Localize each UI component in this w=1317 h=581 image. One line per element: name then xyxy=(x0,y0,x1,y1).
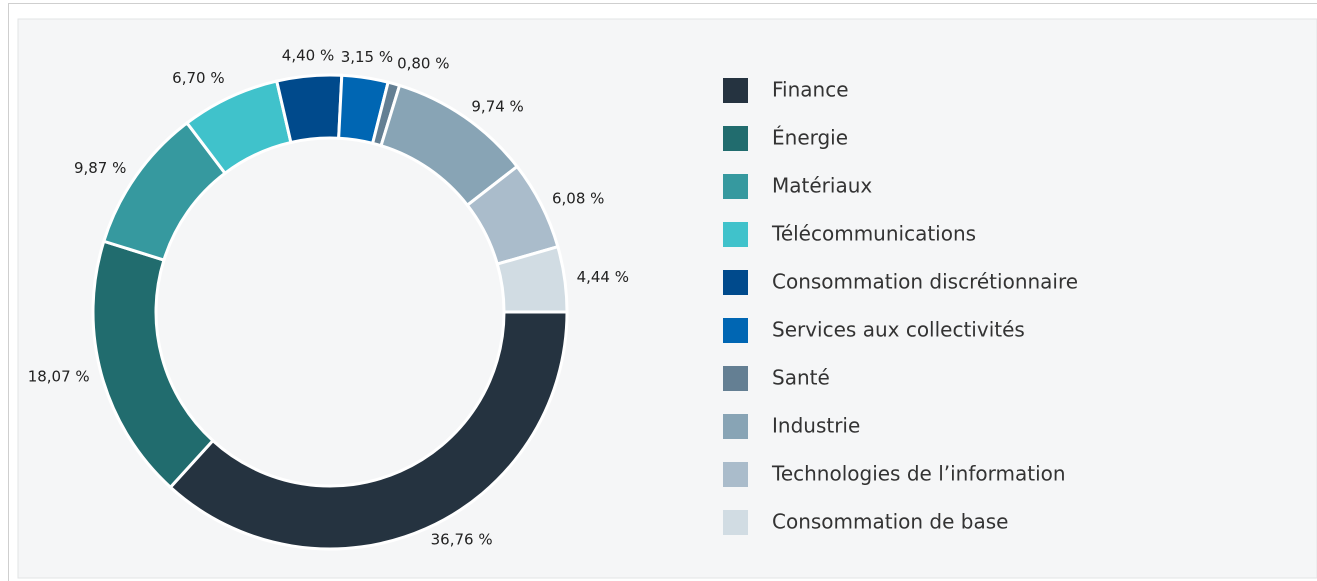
legend-label: Consommation de base xyxy=(772,510,1008,534)
legend-swatch xyxy=(723,174,748,199)
data-label: 3,15 % xyxy=(341,48,393,66)
legend-swatch xyxy=(723,222,748,247)
data-label: 6,08 % xyxy=(552,190,604,208)
data-label: 4,40 % xyxy=(282,46,334,64)
legend-swatch xyxy=(723,414,748,439)
legend-label: Énergie xyxy=(772,126,848,150)
legend-label: Télécommunications xyxy=(771,222,976,246)
legend-label: Santé xyxy=(772,366,830,390)
data-label: 36,76 % xyxy=(431,530,493,548)
legend-label: Consommation discrétionnaire xyxy=(772,270,1078,294)
legend-label: Matériaux xyxy=(772,174,872,198)
data-label: 4,44 % xyxy=(577,268,629,286)
legend-swatch xyxy=(723,318,748,343)
data-label: 9,87 % xyxy=(74,159,126,177)
slice xyxy=(495,244,569,314)
data-label: 6,70 % xyxy=(172,69,224,87)
data-label: 9,74 % xyxy=(471,98,523,116)
outer-frame xyxy=(8,3,1317,581)
legend-swatch xyxy=(723,510,748,535)
legend-swatch xyxy=(723,126,748,151)
data-label: 18,07 % xyxy=(28,368,90,386)
data-label: 0,80 % xyxy=(397,55,449,73)
legend-label: Services aux collectivités xyxy=(772,318,1025,342)
legend-swatch xyxy=(723,78,748,103)
legend-swatch xyxy=(723,366,748,391)
legend-label: Technologies de l’information xyxy=(771,462,1066,486)
legend-label: Industrie xyxy=(772,414,860,438)
slice xyxy=(168,310,569,551)
legend-swatch xyxy=(723,462,748,487)
legend-swatch xyxy=(723,270,748,295)
legend-label: Finance xyxy=(772,78,849,102)
